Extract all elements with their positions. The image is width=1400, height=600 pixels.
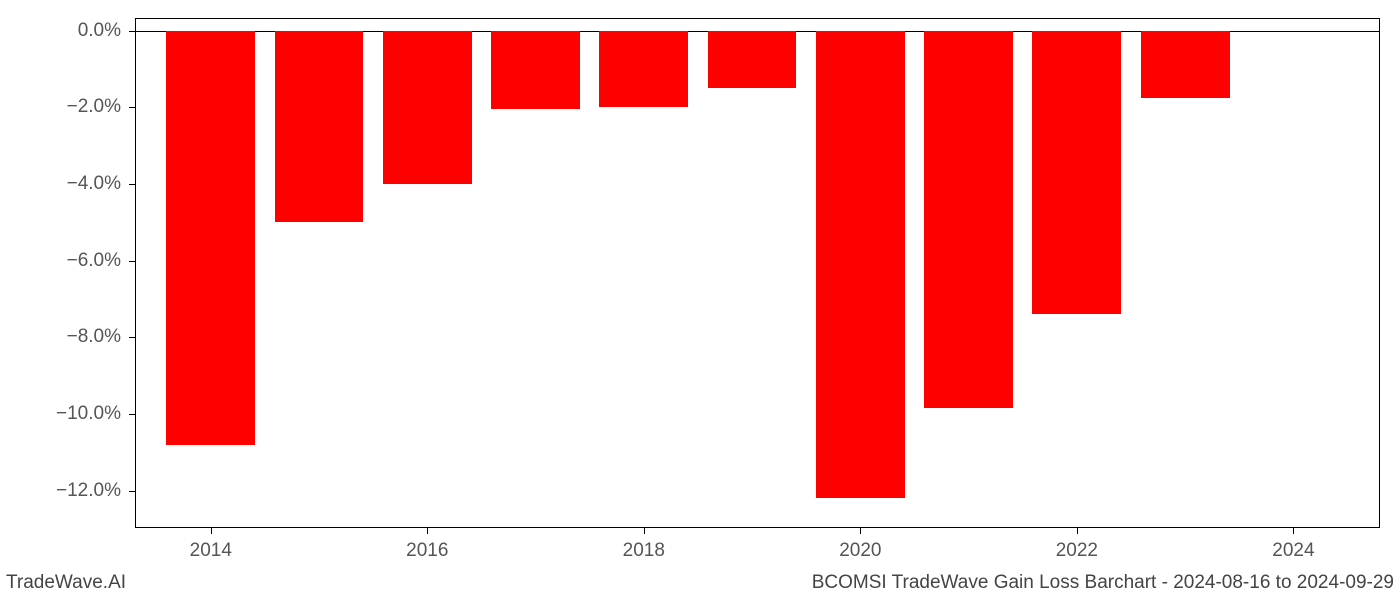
y-tick-label: −4.0% (67, 173, 121, 195)
x-tick-label: 2014 (190, 540, 232, 562)
x-tick-mark (644, 528, 645, 534)
y-tick-label: −2.0% (67, 96, 121, 118)
x-tick-mark (211, 528, 212, 534)
x-tick-mark (860, 528, 861, 534)
y-tick-label: 0.0% (78, 20, 121, 42)
bar (816, 31, 905, 499)
y-tick-mark (129, 491, 135, 492)
x-tick-label: 2020 (839, 540, 881, 562)
x-tick-mark (1293, 528, 1294, 534)
bar (599, 31, 688, 108)
chart-container: 0.0% −2.0% −4.0% −6.0% −8.0% −10.0% −12.0% 2014… (0, 0, 1400, 600)
y-tick-mark (129, 414, 135, 415)
x-tick-label: 2018 (623, 540, 665, 562)
bar (275, 31, 364, 223)
bar (1032, 31, 1121, 315)
y-tick-label: −6.0% (67, 250, 121, 272)
x-tick-label: 2024 (1272, 540, 1314, 562)
y-tick-mark (129, 107, 135, 108)
footer-brand: TradeWave.AI (6, 572, 126, 594)
bar (924, 31, 1013, 409)
y-tick-label: −10.0% (56, 403, 121, 425)
y-axis-line (135, 19, 136, 528)
y-tick-mark (129, 184, 135, 185)
y-tick-label: −12.0% (56, 480, 121, 502)
bar (1141, 31, 1230, 98)
bar (491, 31, 580, 110)
x-axis-line (135, 527, 1379, 528)
bar (708, 31, 797, 89)
y-tick-mark (129, 261, 135, 262)
y-tick-mark (129, 337, 135, 338)
x-tick-label: 2022 (1056, 540, 1098, 562)
y-tick-mark (129, 31, 135, 32)
y-tick-label: −8.0% (67, 326, 121, 348)
bar (166, 31, 255, 445)
x-tick-mark (1077, 528, 1078, 534)
footer-caption: BCOMSI TradeWave Gain Loss Barchart - 20… (812, 572, 1394, 594)
plot-area: 0.0%−2.0%−4.0%−6.0%−8.0%−10.0%−12.0%2014… (135, 18, 1380, 528)
bar (383, 31, 472, 184)
x-tick-label: 2016 (406, 540, 448, 562)
x-tick-mark (427, 528, 428, 534)
